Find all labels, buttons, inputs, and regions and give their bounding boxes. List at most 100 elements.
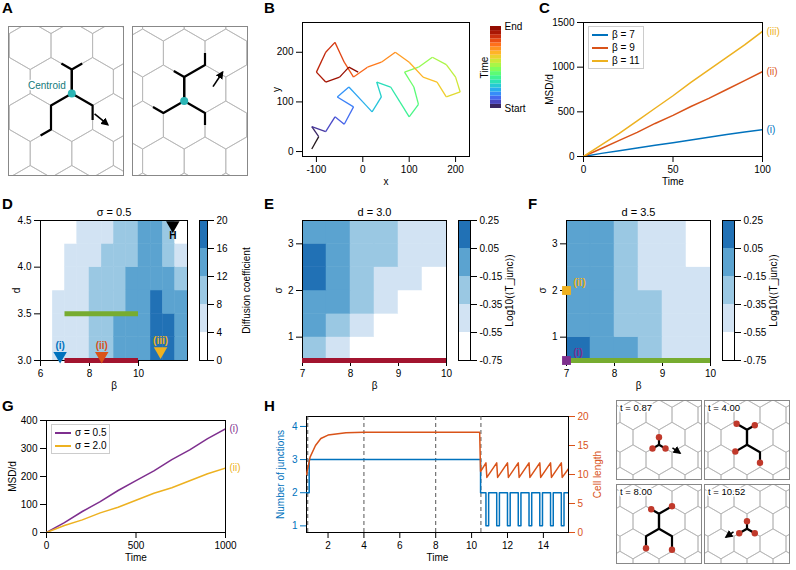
svg-text:Cell length: Cell length: [592, 451, 603, 498]
svg-text:t = 4.00: t = 4.00: [708, 402, 740, 413]
svg-text:MSD/d: MSD/d: [544, 74, 555, 105]
svg-text:100: 100: [277, 96, 294, 107]
svg-text:2: 2: [325, 540, 331, 551]
svg-text:Time: Time: [479, 56, 490, 78]
svg-text:1500: 1500: [552, 17, 575, 28]
svg-text:-0.35: -0.35: [744, 299, 767, 310]
svg-text:t = 8.00: t = 8.00: [620, 486, 652, 497]
svg-text:12: 12: [502, 540, 514, 551]
svg-text:Centroid: Centroid: [28, 80, 66, 91]
svg-text:3: 3: [288, 238, 294, 249]
svg-text:Number of junctions: Number of junctions: [275, 430, 286, 519]
svg-text:0.25: 0.25: [744, 215, 764, 226]
svg-text:10: 10: [441, 368, 453, 379]
svg-text:2: 2: [292, 487, 298, 498]
svg-text:(i): (i): [767, 124, 776, 135]
svg-text:-0.75: -0.75: [744, 355, 767, 366]
svg-text:500: 500: [128, 540, 145, 551]
svg-text:-0.55: -0.55: [480, 327, 503, 338]
svg-text:(i): (i): [230, 423, 239, 434]
svg-text:3.5: 3.5: [18, 308, 32, 319]
svg-text:0.05: 0.05: [744, 243, 764, 254]
svg-text:1: 1: [552, 331, 558, 342]
svg-text:4: 4: [292, 421, 298, 432]
svg-text:(ii): (ii): [574, 277, 586, 288]
svg-text:d = 3.5: d = 3.5: [622, 206, 656, 218]
svg-text:15: 15: [578, 440, 590, 451]
svg-text:400: 400: [21, 415, 38, 426]
svg-text:50: 50: [667, 164, 679, 175]
svg-text:d = 3.0: d = 3.0: [358, 206, 392, 218]
svg-text:8: 8: [87, 368, 93, 379]
svg-text:-0.75: -0.75: [480, 355, 503, 366]
svg-text:σ = 0.5: σ = 0.5: [97, 206, 132, 218]
svg-text:10: 10: [705, 368, 717, 379]
svg-text:200: 200: [277, 46, 294, 57]
svg-text:(i): (i): [55, 340, 64, 351]
svg-text:σ: σ: [273, 287, 284, 294]
svg-text:-0.55: -0.55: [744, 327, 767, 338]
svg-text:2: 2: [552, 285, 558, 296]
svg-text:8: 8: [612, 368, 618, 379]
svg-text:0: 0: [578, 527, 584, 538]
svg-text:7: 7: [564, 368, 570, 379]
svg-text:0: 0: [44, 540, 50, 551]
svg-text:1000: 1000: [214, 540, 237, 551]
svg-text:Start: Start: [505, 103, 526, 114]
svg-text:7: 7: [300, 368, 306, 379]
svg-text:8: 8: [348, 368, 354, 379]
svg-text:4: 4: [217, 327, 223, 338]
svg-text:9: 9: [660, 368, 666, 379]
svg-text:9: 9: [396, 368, 402, 379]
svg-text:8: 8: [217, 299, 223, 310]
svg-text:-0.35: -0.35: [480, 299, 503, 310]
svg-text:(i): (i): [574, 347, 583, 358]
svg-text:MSD/d: MSD/d: [7, 461, 18, 492]
svg-text:200: 200: [447, 164, 464, 175]
svg-text:4.5: 4.5: [18, 215, 32, 226]
svg-text:0: 0: [217, 355, 223, 366]
svg-text:0.25: 0.25: [480, 215, 500, 226]
svg-text:200: 200: [21, 471, 38, 482]
svg-text:y: y: [271, 87, 282, 92]
svg-text:0: 0: [288, 146, 294, 157]
svg-text:16: 16: [217, 243, 229, 254]
svg-text:0: 0: [360, 164, 366, 175]
svg-text:d: d: [11, 288, 22, 294]
svg-text:Time: Time: [125, 552, 147, 563]
svg-text:(iii): (iii): [767, 26, 780, 37]
svg-text:3: 3: [292, 454, 298, 465]
svg-text:100: 100: [21, 499, 38, 510]
svg-text:-100: -100: [306, 164, 326, 175]
svg-text:100: 100: [401, 164, 418, 175]
svg-text:8: 8: [433, 540, 439, 551]
svg-text:14: 14: [538, 540, 550, 551]
svg-text:(iii): (iii): [153, 335, 168, 346]
svg-text:300: 300: [21, 443, 38, 454]
svg-text:20: 20: [578, 411, 590, 422]
svg-text:0: 0: [569, 151, 575, 162]
svg-text:3: 3: [552, 238, 558, 249]
svg-text:500: 500: [558, 106, 575, 117]
svg-text:-0.15: -0.15: [480, 271, 503, 282]
svg-text:Log10(⟨T_junc⟩): Log10(⟨T_junc⟩): [768, 254, 779, 326]
svg-text:-0.15: -0.15: [744, 271, 767, 282]
svg-text:β: β: [111, 380, 117, 391]
svg-text:σ: σ: [537, 287, 548, 294]
svg-text:0.05: 0.05: [480, 243, 500, 254]
svg-text:1000: 1000: [552, 61, 575, 72]
svg-text:Diffusion coefficient: Diffusion coefficient: [241, 247, 252, 334]
svg-text:(ii): (ii): [96, 340, 108, 351]
svg-text:(ii): (ii): [767, 66, 778, 77]
svg-text:10: 10: [578, 469, 590, 480]
svg-text:H: H: [169, 230, 176, 241]
svg-text:3.0: 3.0: [18, 355, 32, 366]
svg-text:20: 20: [217, 215, 229, 226]
svg-text:10: 10: [133, 368, 145, 379]
svg-text:x: x: [384, 176, 389, 187]
svg-text:100: 100: [754, 164, 771, 175]
svg-text:1: 1: [288, 331, 294, 342]
svg-text:0: 0: [32, 527, 38, 538]
svg-text:β: β: [372, 380, 378, 391]
svg-text:Time: Time: [427, 552, 449, 563]
